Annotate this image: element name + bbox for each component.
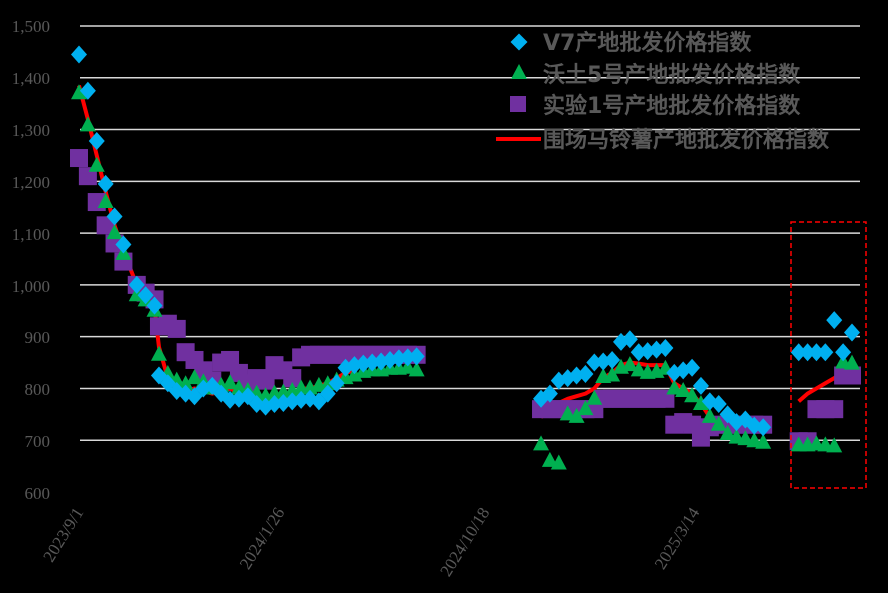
square-marker	[256, 371, 275, 390]
shiyan1-series-markers	[70, 149, 861, 451]
square-marker	[283, 369, 302, 388]
diamond-marker	[79, 81, 96, 100]
triangle-marker	[755, 433, 772, 449]
triangle-marker	[186, 369, 203, 385]
y-tick-800: 800	[25, 380, 51, 399]
diamond-icon	[510, 33, 528, 51]
triangle-marker	[88, 156, 105, 172]
triangle-marker	[684, 387, 701, 403]
x-tick-2024-10-18: 2024/10/18	[436, 504, 493, 580]
triangle-marker	[150, 345, 167, 361]
diamond-marker	[710, 394, 727, 413]
diamond-marker	[577, 364, 594, 383]
legend-label-v7: V7产地批发价格指数	[543, 30, 752, 56]
diamond-marker	[97, 174, 114, 193]
y-tick-1000: 1,000	[12, 277, 50, 296]
legend-item-v7: V7产地批发价格指数	[510, 30, 752, 56]
triangle-marker	[71, 84, 87, 100]
diamond-marker	[799, 343, 816, 362]
triangle-marker	[844, 354, 860, 370]
triangle-marker	[719, 425, 736, 441]
highlight-box	[790, 221, 867, 489]
legend-item-shiyan1: 实验1号产地批发价格指数	[510, 93, 801, 119]
triangle-marker	[604, 366, 621, 382]
triangle-marker	[666, 379, 683, 395]
triangle-marker	[79, 116, 96, 132]
diamond-marker	[826, 311, 843, 330]
legend: V7产地批发价格指数 沃土5号产地批发价格指数 实验1号产地批发价格指数 围场马…	[496, 30, 830, 153]
diamond-marker	[835, 343, 852, 362]
diamond-marker	[146, 296, 163, 315]
y-tick-1300: 1,300	[12, 121, 50, 140]
diamond-marker	[808, 343, 825, 362]
triangle-marker	[675, 382, 692, 398]
square-marker	[167, 319, 186, 338]
y-tick-1100: 1,100	[12, 225, 50, 244]
diamond-marker	[755, 418, 772, 437]
square-marker	[96, 216, 115, 235]
triangle-marker	[577, 400, 594, 416]
x-tick-2024-1-26: 2024/1/26	[236, 504, 289, 573]
diamond-marker	[106, 207, 123, 226]
diamond-marker	[692, 376, 709, 395]
triangle-marker	[630, 361, 647, 377]
triangle-marker	[408, 361, 425, 377]
triangle-marker	[701, 407, 718, 423]
triangle-marker	[533, 435, 550, 451]
diamond-marker	[71, 45, 87, 64]
triangle-marker	[586, 389, 603, 405]
triangle-marker	[710, 415, 727, 431]
y-tick-1500: 1,500	[12, 17, 50, 36]
diamond-marker	[684, 358, 701, 377]
x-tick-2023-9-1: 2023/9/1	[39, 504, 87, 565]
triangle-marker	[826, 437, 843, 453]
diamond-marker	[88, 131, 105, 150]
triangle-marker	[541, 451, 558, 467]
triangle-marker	[568, 407, 585, 423]
legend-label-wotu5: 沃土5号产地批发价格指数	[543, 62, 801, 88]
x-axis-labels: 2023/9/1 2024/1/26 2024/10/18 2025/3/14	[39, 504, 703, 580]
triangle-icon	[511, 64, 527, 79]
triangle-marker	[621, 356, 638, 372]
diamond-marker	[657, 339, 674, 358]
y-axis-labels: 1,500 1,400 1,300 1,200 1,100 1,000 900 …	[12, 17, 50, 503]
y-tick-900: 900	[25, 328, 51, 347]
legend-item-wotu5: 沃土5号产地批发价格指数	[511, 62, 801, 88]
y-tick-1200: 1,200	[12, 173, 50, 192]
triangle-marker	[177, 375, 194, 391]
diamond-marker	[115, 235, 132, 254]
diamond-marker	[844, 323, 860, 342]
y-tick-1400: 1,400	[12, 69, 50, 88]
diamond-marker	[817, 343, 834, 362]
diamond-marker	[128, 275, 145, 294]
legend-label-shiyan1: 实验1号产地批发价格指数	[543, 93, 801, 119]
square-marker	[825, 400, 844, 419]
square-icon	[510, 96, 526, 112]
diamond-marker	[541, 384, 558, 403]
v7-series-markers	[71, 45, 860, 437]
square-marker	[70, 149, 88, 168]
triangle-marker	[230, 379, 247, 395]
diamond-marker	[137, 286, 154, 305]
diamond-marker	[790, 343, 807, 362]
triangle-marker	[559, 405, 576, 421]
square-marker	[843, 366, 861, 385]
y-tick-600: 600	[25, 484, 51, 503]
triangle-marker	[550, 454, 567, 470]
gridlines	[80, 25, 860, 441]
diamond-marker	[408, 347, 425, 366]
y-tick-700: 700	[25, 432, 51, 451]
triangle-marker	[222, 374, 239, 390]
diamond-marker	[621, 330, 638, 349]
triangle-marker	[106, 224, 123, 240]
legend-label-weichang: 围场马铃薯产地批发价格指数	[543, 127, 830, 153]
diamond-marker	[328, 374, 345, 393]
triangle-marker	[692, 394, 709, 410]
diamond-marker	[604, 350, 621, 369]
x-tick-2025-3-14: 2025/3/14	[651, 504, 704, 573]
triangle-marker	[97, 193, 114, 209]
diamond-marker	[319, 384, 336, 403]
legend-item-weichang: 围场马铃薯产地批发价格指数	[496, 127, 830, 153]
